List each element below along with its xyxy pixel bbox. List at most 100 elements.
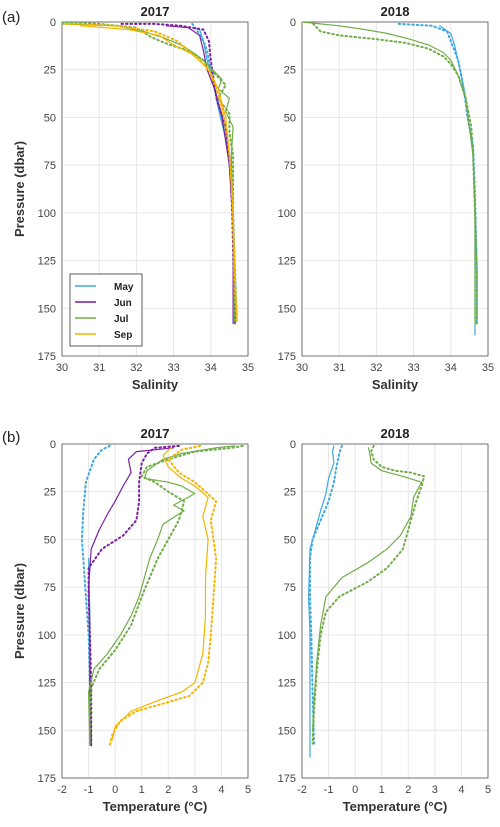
chart3-y-tick-label-0: 0 <box>290 439 296 451</box>
chart2-series-jun-solid-3 <box>88 447 175 747</box>
chart0-x-axis-title: Salinity <box>132 377 179 392</box>
chart1-y-tick-label-0: 0 <box>290 17 296 29</box>
chart2-y-tick-label-5: 125 <box>38 678 56 690</box>
chart3-y-tick-label-4: 100 <box>278 630 296 642</box>
chart2-y-axis-title: Pressure (dbar) <box>12 563 27 659</box>
chart0-y-tick-label-4: 100 <box>38 208 56 220</box>
chart1-x-tick-label-4: 34 <box>445 362 457 374</box>
chart2-x-tick-label-1: -1 <box>84 784 94 796</box>
chart1-series-may-dotted-0 <box>397 22 478 325</box>
chart3-x-tick-label-6: 4 <box>458 784 464 796</box>
chart3-x-axis-title: Temperature (°C) <box>343 799 448 814</box>
chart2-x-tick-label-2: 0 <box>112 784 118 796</box>
chart0-series-jul-dotted-4 <box>62 22 236 325</box>
chart0-legend-label-jun: Jun <box>114 298 132 309</box>
chart2-x-tick-label-5: 3 <box>192 784 198 796</box>
chart0-series-jun-solid-3 <box>165 25 234 325</box>
chart1-y-tick-label-1: 25 <box>284 65 296 77</box>
chart2-x-axis-title: Temperature (°C) <box>103 799 208 814</box>
chart2-y-tick-label-7: 175 <box>38 773 56 785</box>
chart2-title: 2017 <box>141 426 170 441</box>
chart-temperature-2018: -2 -1 0 1 2 3 4 502550751001251501752018Tempera… <box>278 426 491 814</box>
chart1-x-tick-label-0: 30 <box>296 362 308 374</box>
chart2-x-tick-label-4: 2 <box>165 784 171 796</box>
chart2-series-sep-solid-7 <box>111 447 209 741</box>
chart2-x-tick-label-7: 5 <box>245 784 251 796</box>
chart0-y-tick-label-6: 150 <box>38 303 56 315</box>
chart1-y-tick-label-7: 175 <box>278 351 296 363</box>
chart0-x-tick-label-4: 34 <box>205 362 217 374</box>
chart0-x-tick-label-0: 30 <box>56 362 68 374</box>
chart0-y-tick-label-5: 125 <box>38 256 56 268</box>
chart3-x-tick-label-1: -1 <box>324 784 334 796</box>
chart1-y-tick-label-3: 75 <box>284 160 296 172</box>
chart-temperature-2017: -2 -1 0 1 2 3 4 502550751001251501752017Tempera… <box>12 426 251 814</box>
chart0-plot-frame <box>61 21 249 357</box>
chart-salinity-2018: 30 31 32 33 34 35 0 25 50 75 100 125 150 175 2018 Salin… <box>278 4 494 392</box>
chart1-series-jul-solid-3 <box>302 22 476 325</box>
chart3-series-may-solid-1 <box>308 445 335 758</box>
chart3-y-tick-label-3: 75 <box>284 582 296 594</box>
chart2-y-tick-label-1: 25 <box>44 487 56 499</box>
chart2-plot-frame <box>61 443 249 779</box>
chart0-x-tick-label-5: 35 <box>242 362 254 374</box>
chart-salinity-2017: 30 31 32 33 34 35 0 25 50 75 100 125 150 175 2017 Salin… <box>12 4 254 392</box>
chart3-x-tick-label-7: 5 <box>485 784 491 796</box>
chart0-legend: May Jun Jul Sep <box>69 273 143 347</box>
chart3-x-tick-label-5: 3 <box>432 784 438 796</box>
chart0-y-tick-label-7: 175 <box>38 351 56 363</box>
chart3-y-tick-label-6: 150 <box>278 725 296 737</box>
panel-a-label: (a) <box>2 9 20 26</box>
chart2-y-tick-label-4: 100 <box>38 630 56 642</box>
chart0-legend-label-jul: Jul <box>114 314 129 325</box>
chart0-series-group <box>62 22 238 325</box>
chart0-series-sep-solid-7 <box>80 25 238 319</box>
chart3-series-group <box>308 444 426 758</box>
chart1-y-tick-label-2: 50 <box>284 112 296 124</box>
chart0-title: 2017 <box>141 4 170 19</box>
chart1-series-jul-dotted-2 <box>312 22 478 325</box>
chart0-y-tick-label-2: 50 <box>44 112 56 124</box>
chart1-x-tick-label-2: 32 <box>370 362 382 374</box>
chart1-x-tick-label-5: 35 <box>482 362 494 374</box>
chart0-y-tick-label-1: 25 <box>44 65 56 77</box>
chart3-y-tick-label-5: 125 <box>278 678 296 690</box>
chart3-x-tick-label-2: 0 <box>352 784 358 796</box>
chart3-y-tick-label-2: 50 <box>284 534 296 546</box>
chart1-x-axis-title: Salinity <box>372 377 419 392</box>
chart3-y-tick-label-7: 175 <box>278 773 296 785</box>
chart2-series-jun-dotted-2 <box>87 444 180 747</box>
chart2-series-group <box>80 444 244 747</box>
chart2-x-tick-label-0: -2 <box>57 784 67 796</box>
chart2-y-tick-label-0: 0 <box>50 439 56 451</box>
chart2-x-tick-label-3: 1 <box>139 784 145 796</box>
chart2-series-may-dotted-0 <box>80 444 111 747</box>
chart1-y-tick-label-6: 150 <box>278 303 296 315</box>
chart1-y-tick-label-5: 125 <box>278 256 296 268</box>
chart2-series-jul-dotted-4 <box>88 444 244 747</box>
chart2-y-tick-label-6: 150 <box>38 725 56 737</box>
chart1-title: 2018 <box>381 4 410 19</box>
panel-b-label: (b) <box>2 429 20 446</box>
chart1-plot-frame <box>301 21 489 357</box>
chart1-x-tick-label-1: 31 <box>333 362 345 374</box>
chart0-x-tick-label-2: 32 <box>130 362 142 374</box>
chart2-y-tick-label-2: 50 <box>44 534 56 546</box>
chart0-x-tick-label-3: 33 <box>167 362 179 374</box>
chart2-series-jul-solid-5 <box>88 445 236 747</box>
chart3-title: 2018 <box>381 426 410 441</box>
chart0-x-tick-label-1: 31 <box>93 362 105 374</box>
chart3-series-may-dotted-0 <box>309 444 343 745</box>
chart3-plot-frame <box>301 443 489 779</box>
chart3-x-tick-label-3: 1 <box>379 784 385 796</box>
chart0-legend-label-may: May <box>114 282 134 293</box>
chart2-x-tick-label-6: 4 <box>218 784 224 796</box>
chart0-legend-label-sep: Sep <box>114 330 132 341</box>
chart2-y-tick-label-3: 75 <box>44 582 56 594</box>
chart3-x-tick-label-4: 2 <box>405 784 411 796</box>
chart0-y-tick-label-3: 75 <box>44 160 56 172</box>
chart0-y-tick-label-0: 0 <box>50 17 56 29</box>
chart3-series-jul-solid-3 <box>312 447 423 731</box>
chart1-x-tick-label-3: 33 <box>407 362 419 374</box>
